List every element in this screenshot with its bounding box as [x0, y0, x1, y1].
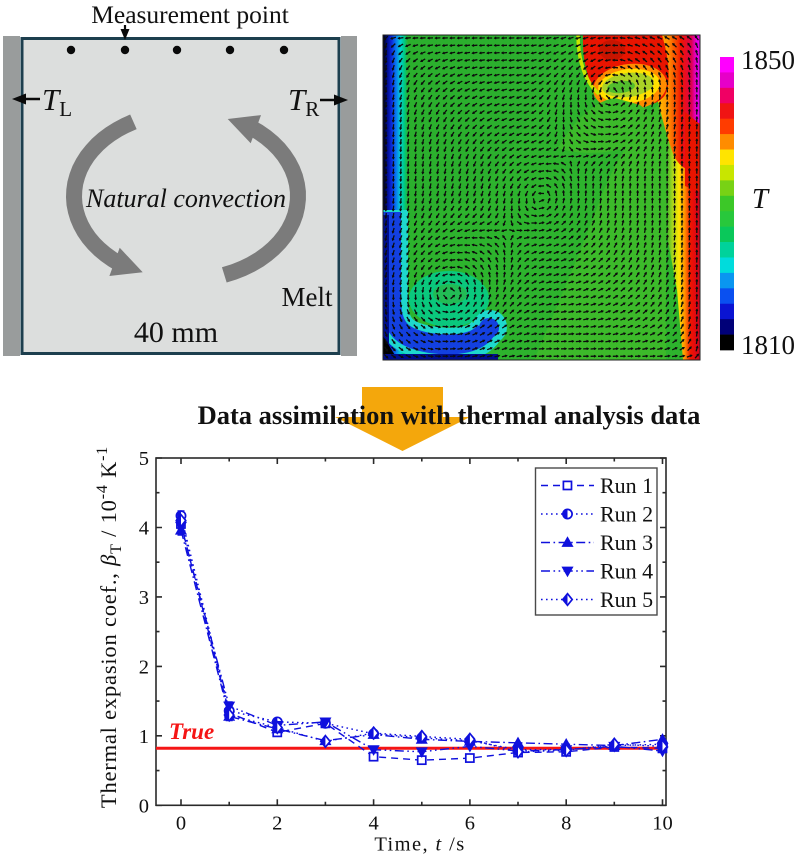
svg-text:Measurement point: Measurement point [91, 0, 289, 29]
svg-text:0: 0 [176, 813, 186, 835]
svg-text:T: T [752, 183, 770, 215]
svg-text:1850: 1850 [741, 45, 795, 75]
svg-text:4: 4 [139, 517, 149, 539]
svg-text:Time, t /s: Time, t /s [374, 834, 465, 856]
svg-text:6: 6 [465, 813, 475, 835]
svg-text:True: True [169, 719, 214, 744]
svg-text:8: 8 [561, 813, 571, 835]
svg-text:2: 2 [139, 656, 149, 678]
svg-text:Melt: Melt [282, 282, 333, 312]
svg-text:4: 4 [368, 813, 378, 835]
svg-text:Run 5: Run 5 [600, 587, 653, 612]
svg-text:3: 3 [139, 587, 149, 609]
svg-text:10: 10 [652, 813, 673, 835]
svg-text:Thermal expasion coef., βT / 1: Thermal expasion coef., βT / 10-4 K-1 [94, 446, 125, 808]
svg-text:1: 1 [139, 726, 149, 748]
svg-text:Run 4: Run 4 [600, 559, 653, 584]
svg-text:1810: 1810 [741, 330, 795, 360]
svg-text:0: 0 [139, 795, 149, 817]
svg-text:40 mm: 40 mm [134, 316, 218, 349]
svg-text:Run 3: Run 3 [600, 530, 653, 555]
svg-text:2: 2 [272, 813, 282, 835]
svg-text:Run 2: Run 2 [600, 502, 653, 527]
svg-text:Natural convection: Natural convection [85, 184, 286, 213]
svg-text:TL: TL [42, 82, 72, 121]
svg-text:Run 1: Run 1 [600, 473, 653, 498]
svg-text:5: 5 [139, 448, 149, 470]
svg-text:Data assimilation with thermal: Data assimilation with thermal analysis … [198, 400, 701, 430]
